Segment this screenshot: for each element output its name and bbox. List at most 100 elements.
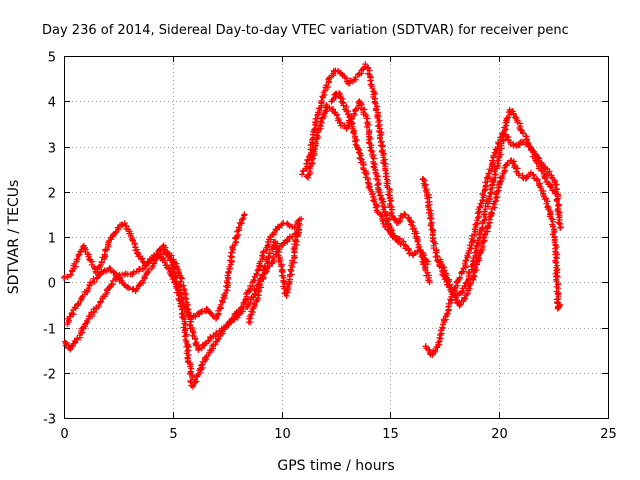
data-point	[206, 347, 213, 354]
data-point	[346, 114, 353, 121]
data-point	[557, 301, 564, 308]
data-point	[265, 253, 272, 260]
data-point	[74, 256, 80, 263]
y-tick-label: -2	[43, 368, 56, 383]
data-point	[306, 164, 313, 171]
data-point	[207, 334, 214, 340]
data-point	[235, 224, 242, 231]
data-point	[89, 313, 96, 319]
series-track-8	[419, 106, 561, 300]
data-point	[266, 250, 273, 257]
data-point	[478, 225, 485, 232]
data-point	[456, 302, 463, 309]
data-point	[225, 269, 232, 276]
data-point	[97, 298, 104, 305]
data-point	[189, 382, 196, 389]
data-point	[321, 92, 328, 98]
x-axis-label: GPS time / hours	[277, 458, 394, 474]
data-point	[435, 339, 442, 346]
data-point	[74, 301, 81, 308]
data-point	[188, 318, 195, 325]
data-point	[104, 246, 111, 253]
data-point	[126, 285, 132, 292]
data-point	[181, 320, 188, 327]
data-point	[549, 187, 556, 194]
data-point	[93, 275, 100, 282]
data-point	[160, 247, 167, 254]
data-point	[557, 224, 564, 231]
data-point	[340, 102, 347, 109]
data-point	[346, 80, 353, 87]
data-point	[296, 220, 303, 227]
data-point	[182, 296, 189, 303]
data-point	[456, 274, 463, 281]
data-point	[178, 275, 185, 282]
data-point	[552, 182, 559, 188]
data-point	[280, 240, 287, 247]
y-tick-label: -3	[43, 413, 56, 428]
data-point	[283, 237, 290, 244]
data-point	[197, 309, 204, 315]
x-tick-label: 10	[274, 427, 291, 442]
data-point	[548, 174, 555, 181]
data-point	[486, 193, 493, 200]
data-point	[493, 191, 500, 198]
data-point	[477, 200, 484, 207]
data-point	[514, 165, 521, 172]
data-point	[253, 270, 260, 277]
data-point	[378, 131, 385, 138]
data-point	[414, 238, 421, 245]
data-point	[363, 123, 370, 130]
data-point	[298, 215, 305, 222]
data-point	[273, 245, 280, 252]
data-point	[426, 279, 433, 286]
y-tick-label: 5	[48, 51, 56, 66]
series-track-1	[61, 211, 248, 323]
data-point	[98, 258, 105, 265]
data-point	[446, 278, 452, 285]
x-tick-label: 5	[169, 427, 177, 442]
data-point	[289, 233, 296, 240]
grid-layer	[64, 56, 608, 418]
data-point	[147, 257, 153, 264]
data-point	[483, 182, 489, 189]
data-point	[294, 231, 301, 237]
data-point	[239, 216, 245, 223]
series-track-7	[328, 90, 407, 245]
data-point	[241, 212, 247, 219]
data-point	[400, 238, 407, 245]
data-point	[414, 248, 421, 255]
data-point	[537, 184, 544, 191]
y-tick-label: 3	[48, 142, 56, 157]
data-point	[467, 280, 474, 287]
data-point	[312, 115, 319, 122]
data-point	[379, 200, 385, 206]
data-point	[112, 272, 119, 279]
data-point	[553, 198, 560, 205]
marks-layer	[61, 61, 564, 390]
data-point	[107, 284, 114, 290]
data-point	[424, 261, 431, 268]
data-point	[198, 362, 205, 369]
data-point	[457, 301, 464, 308]
data-point	[471, 231, 478, 238]
data-point	[67, 271, 74, 278]
data-point	[213, 329, 220, 336]
data-point	[312, 139, 319, 145]
data-point	[318, 97, 325, 104]
data-point	[68, 310, 75, 316]
data-point	[240, 215, 247, 222]
data-point	[172, 278, 178, 285]
series-track-2	[61, 215, 305, 390]
data-point	[421, 177, 428, 184]
data-point	[187, 378, 194, 385]
data-point	[177, 303, 184, 310]
y-axis-label: SDTVAR / TECUs	[6, 180, 22, 295]
data-point	[538, 167, 545, 174]
data-point	[121, 220, 128, 227]
series-track-9	[422, 130, 564, 358]
data-point	[481, 217, 488, 224]
data-point	[542, 175, 549, 182]
data-point	[530, 172, 537, 179]
data-point	[520, 130, 526, 137]
